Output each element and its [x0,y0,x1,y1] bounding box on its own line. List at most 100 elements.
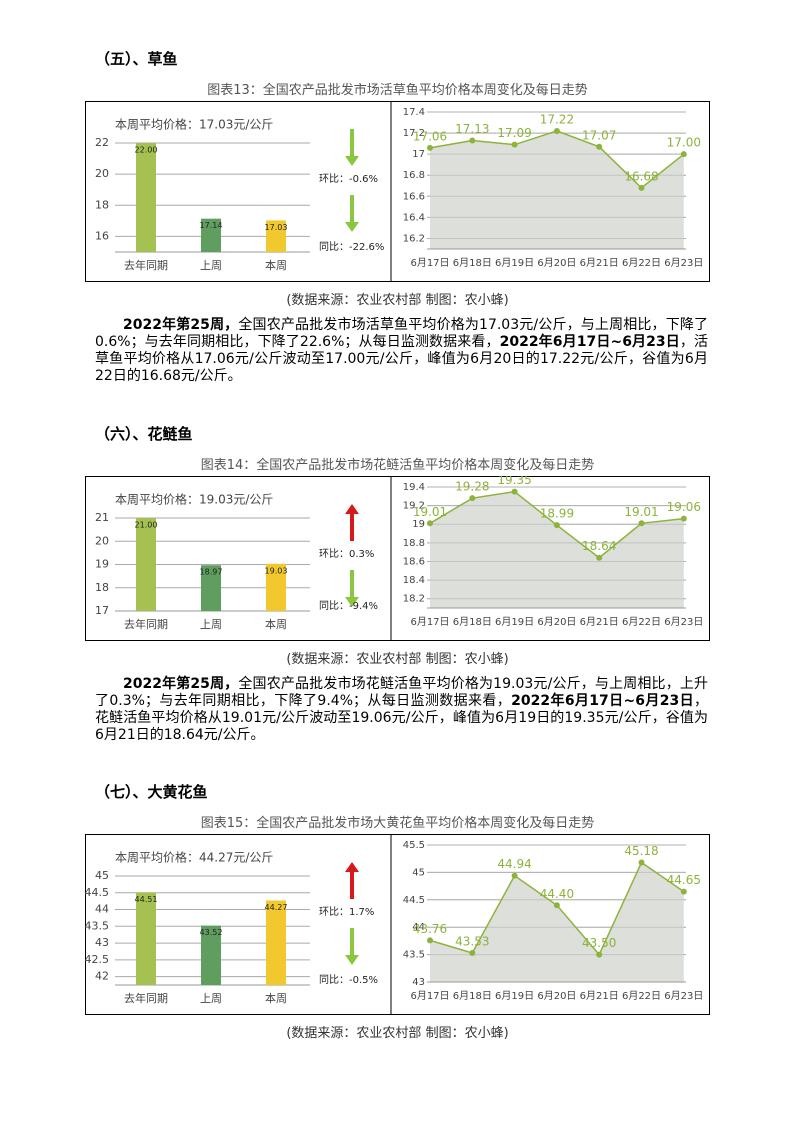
bar-value-label: 43.52 [200,928,223,937]
y-tick-label: 16.2 [403,233,425,244]
bar-value-label: 17.03 [265,223,288,232]
point-value-label: 44.40 [540,887,574,901]
arrow-head [345,597,359,607]
text-run: 2022年6月17日~6月23日 [511,693,694,709]
point-value-label: 19.06 [667,500,701,514]
bar-chart-title: 本周平均价格：44.27元/公斤 [115,850,273,865]
point [469,949,476,956]
y-tick-label: 18 [95,581,109,594]
bar [201,218,221,252]
y-tick-label: 42.5 [85,953,109,966]
chart-box: 本周平均价格：17.03元/公斤 16 18 20 22 去年同期 22.00 上周 17.14… [85,101,710,282]
point-value-label: 43.76 [413,922,447,936]
y-tick-label: 44.5 [85,886,109,899]
y-tick-label: 45 [95,869,109,882]
point-value-label: 43.50 [582,936,616,950]
bar-value-label: 21.00 [135,521,158,530]
x-tick-label: 6月23日 [664,257,703,269]
y-tick-label: 43 [95,936,109,949]
point-value-label: 17.00 [667,136,701,150]
bar-value-label: 18.97 [200,568,223,577]
x-tick-label: 6月21日 [580,257,619,269]
x-tick-label: 去年同期 [124,991,168,1005]
y-tick-label: 18 [95,198,109,211]
bar [266,220,286,252]
ring-label: 环比：0.3% [319,548,374,560]
x-tick-label: 本周 [265,617,287,631]
y-tick-label: 45.5 [403,840,425,851]
text-run: 全国农产品批发市场活草鱼平均价格为17.03元/公斤，与上周相比，下降了0.6%… [95,317,709,350]
bar [201,925,221,985]
x-tick-label: 6月17日 [410,990,449,1002]
y-tick-label: 18.4 [403,575,425,586]
y-tick-label: 18.6 [403,556,425,567]
text-run: 2022年第25周， [123,676,239,692]
frame [85,101,710,282]
x-tick-label: 去年同期 [124,258,168,272]
point-value-label: 17.13 [455,122,489,136]
point-value-label: 19.28 [455,480,489,494]
point-value-label: 17.07 [582,128,616,142]
y-tick-label: 17.2 [403,128,425,139]
point [427,937,433,944]
point [638,520,645,527]
point [511,488,518,495]
arrow-head [345,504,359,514]
point-value-label: 19.35 [497,476,531,487]
yoy-label: 同比：-22.6% [319,241,384,253]
source-note: (数据来源：农业农村部 制图：农小蜂) [286,1026,509,1041]
point [680,151,687,158]
point-value-label: 19.01 [413,505,447,519]
y-tick-label: 16.8 [403,170,425,181]
bar [136,518,156,611]
x-tick-label: 6月18日 [453,616,492,628]
yoy-label: 同比：-0.5% [319,974,378,986]
point-value-label: 45.18 [624,844,658,858]
point [553,127,560,134]
y-tick-label: 18.2 [403,594,425,605]
x-tick-label: 6月23日 [664,616,703,628]
x-tick-label: 上周 [200,992,222,1005]
point [638,184,645,191]
y-tick-label: 43.5 [403,950,425,961]
bar [266,563,286,611]
y-tick-label: 44 [95,903,109,916]
ring-label: 环比：1.7% [319,906,374,918]
x-tick-label: 6月20日 [537,990,576,1002]
x-tick-label: 本周 [265,258,287,272]
bar-value-label: 44.27 [265,903,288,912]
y-tick-label: 16.6 [403,191,425,202]
bar-value-label: 44.51 [135,895,158,904]
bar-chart-title: 本周平均价格：17.03元/公斤 [115,117,273,132]
x-tick-label: 6月20日 [537,616,576,628]
source-note: (数据来源：农业农村部 制图：农小蜂) [286,293,509,308]
area [430,491,684,608]
point-value-label: 17.22 [540,112,574,126]
y-tick-label: 20 [95,167,109,180]
x-tick-label: 6月19日 [495,616,534,628]
section-heading: （七）、大黄花鱼 [95,783,208,801]
x-tick-label: 6月22日 [622,990,661,1002]
x-tick-label: 本周 [265,991,287,1005]
point-value-label: 17.09 [497,126,531,140]
point [469,137,476,144]
point [553,902,560,909]
y-tick-label: 19.2 [403,501,425,512]
y-tick-label: 16 [95,229,109,242]
y-tick-label: 22 [95,136,109,149]
point-value-label: 43.53 [455,934,489,948]
area [430,130,684,249]
point-value-label: 18.64 [582,539,616,553]
x-tick-label: 6月17日 [410,257,449,269]
point [596,951,603,958]
y-tick-label: 16.4 [403,212,425,223]
y-tick-label: 17.4 [403,107,425,118]
y-tick-label: 17 [412,149,425,160]
arrow-head [345,862,359,872]
point [638,859,645,866]
y-tick-label: 45 [412,867,425,878]
bar-value-label: 17.14 [200,221,223,230]
point [596,143,603,150]
point-value-label: 18.99 [540,507,574,521]
